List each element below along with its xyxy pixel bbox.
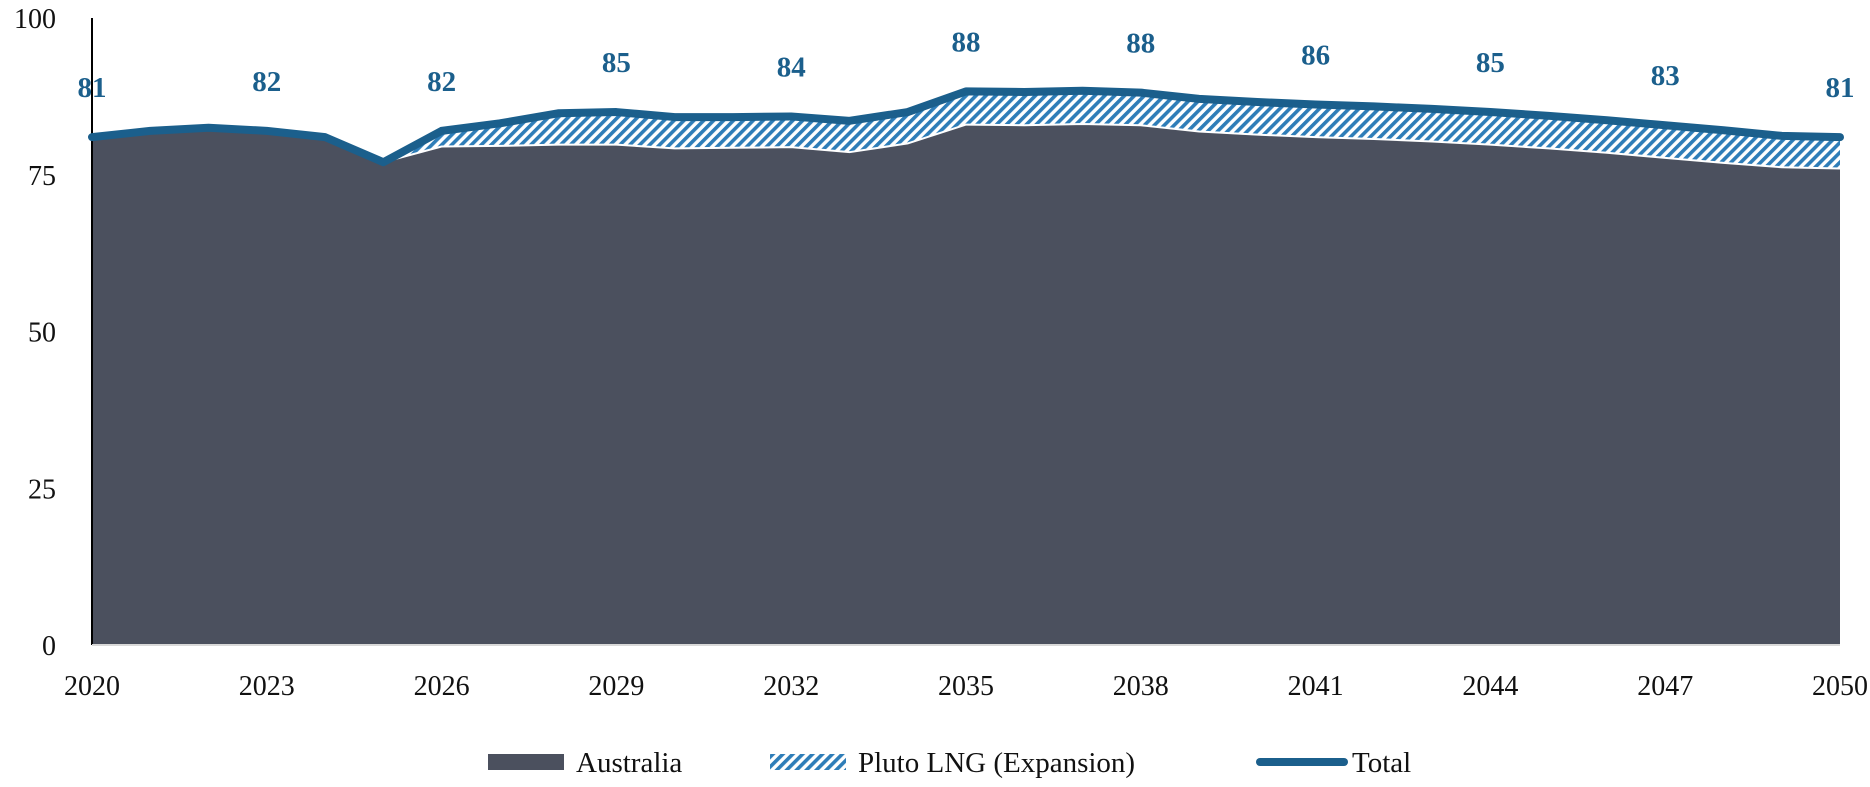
data-label: 86 <box>1301 40 1330 72</box>
legend-label: Total <box>1352 747 1411 779</box>
area-layer <box>91 90 1841 645</box>
data-label: 84 <box>777 51 806 83</box>
total-line <box>88 86 1844 167</box>
data-label: 85 <box>1476 47 1505 79</box>
total-line-layer <box>88 86 1844 167</box>
data-label: 82 <box>252 66 281 98</box>
legend-label: Pluto LNG (Expansion) <box>858 747 1135 779</box>
x-tick-label: 2029 <box>588 671 644 702</box>
data-label: 81 <box>1826 72 1855 104</box>
australia-area <box>92 123 1840 645</box>
legend: Australia Pluto LNG (Expansion) Total <box>488 747 1411 779</box>
y-tick-label: 25 <box>28 474 56 505</box>
x-tick-label: 2038 <box>1113 671 1169 702</box>
x-tick-label: 2020 <box>64 671 120 702</box>
axes-layer: 0 25 50 75 100 2020 2023 2026 2029 2032 2035 2038 20… <box>14 4 1868 702</box>
data-label: 82 <box>427 66 456 98</box>
x-tick-label: 2032 <box>763 671 819 702</box>
y-tick-label: 50 <box>28 318 56 349</box>
x-tick-label: 2026 <box>414 671 470 702</box>
legend-item: Pluto LNG (Expansion) <box>770 747 1135 779</box>
legend-swatch-australia <box>488 754 564 770</box>
data-label: 83 <box>1651 60 1680 92</box>
legend-label: Australia <box>576 747 682 779</box>
data-label: 88 <box>952 26 981 58</box>
x-tick-label: 2047 <box>1637 671 1693 702</box>
x-tick-label: 2041 <box>1288 671 1344 702</box>
data-label: 81 <box>78 72 107 104</box>
data-label-layer: 81 82 82 85 84 88 88 86 85 83 81 <box>78 26 1855 104</box>
y-tick-label: 75 <box>28 161 56 192</box>
x-tick-label: 2035 <box>938 671 994 702</box>
legend-item: Australia <box>488 747 682 779</box>
x-tick-label: 2044 <box>1462 671 1518 702</box>
data-label: 85 <box>602 47 631 79</box>
legend-item: Total <box>1256 747 1411 779</box>
x-tick-label: 2050 <box>1812 671 1868 702</box>
data-label: 88 <box>1126 28 1155 60</box>
legend-swatch-pluto <box>770 754 846 770</box>
x-tick-label: 2023 <box>239 671 295 702</box>
y-tick-label: 0 <box>42 631 56 662</box>
y-tick-label: 100 <box>14 4 56 35</box>
